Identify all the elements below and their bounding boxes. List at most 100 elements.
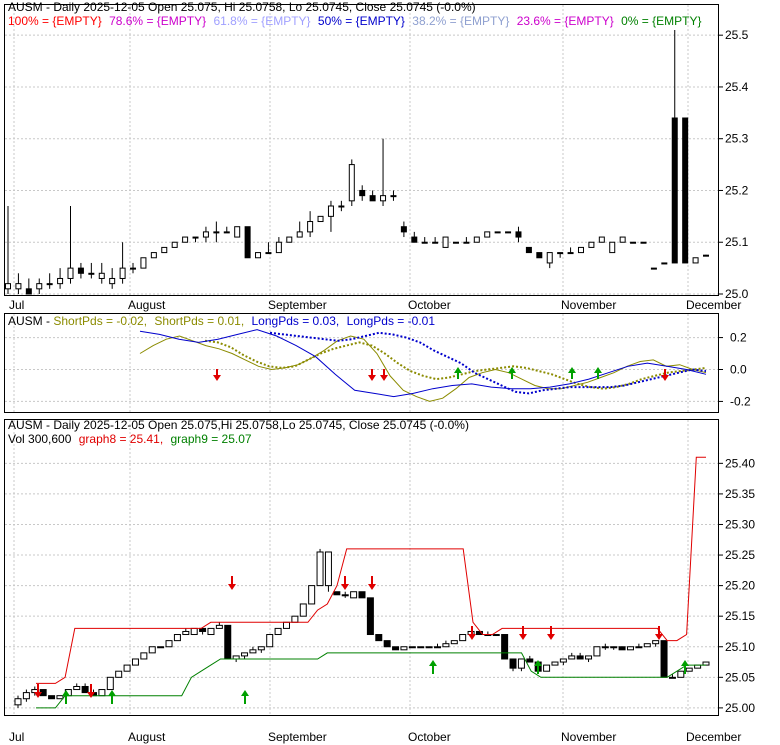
candle-body [25, 288, 32, 295]
candle-body [213, 231, 220, 234]
osc-line-shortpds [139, 335, 707, 402]
candle-body [546, 252, 553, 264]
candle-body [668, 676, 676, 679]
down-arrow-icon [213, 369, 221, 381]
lower-y-tick-label: 25.20 [725, 579, 755, 593]
candle-body [296, 231, 303, 238]
candle-body [131, 658, 139, 666]
price-panel-header: AUSM - Daily 2025-12-05 Open 25.075, Hi … [8, 0, 476, 14]
candle-body [509, 658, 517, 669]
candle-body [682, 117, 689, 264]
graph9-text: graph9 = 25.07 [171, 432, 252, 446]
candle-body [317, 215, 324, 223]
candle-body [661, 262, 668, 265]
x-tick-label: August [128, 730, 166, 744]
lower-y-tick-label: 25.15 [725, 609, 755, 623]
osc-line-longpds [269, 331, 707, 395]
lower-panel-legend: Vol 300,600 graph8 = 25.41, graph9 = 25.… [8, 432, 252, 446]
candle-body [671, 117, 678, 264]
candle-body [392, 646, 400, 651]
candle-body [73, 685, 81, 691]
candle-body [22, 692, 30, 700]
candle-body [593, 646, 601, 657]
candle-body [517, 658, 525, 669]
candle-body [501, 634, 509, 660]
down-arrow-icon [368, 576, 376, 590]
candle-body [650, 267, 657, 270]
candle-body [244, 226, 251, 259]
osc-lines [139, 329, 707, 402]
up-arrow-icon [429, 660, 437, 674]
candle-body [98, 272, 105, 279]
osc-item-shortpds-2: ShortPds = 0.01, [154, 314, 244, 328]
x-tick-label: October [408, 298, 451, 312]
fib-786: 78.6% = {EMPTY} [109, 14, 206, 28]
candle-body [408, 646, 416, 649]
x-tick-label: September [268, 298, 327, 312]
lower-y-tick-label: 25.35 [725, 487, 755, 501]
candle-body [15, 283, 22, 290]
candle-body [98, 689, 106, 697]
candle-body [88, 272, 95, 275]
candle-body [199, 627, 207, 632]
osc-item-shortpds-1: ShortPds = -0.02, [53, 314, 147, 328]
graph9-line [36, 652, 706, 709]
candle-body [421, 241, 428, 244]
candle-body [67, 267, 74, 279]
candle-body [626, 646, 634, 651]
price-y-tick-label: 25.3 [725, 132, 749, 146]
candle-body [598, 236, 605, 243]
candle-body [442, 643, 450, 648]
candle-body [525, 246, 532, 254]
price-candles [5, 30, 709, 295]
price-panel-frame [4, 4, 719, 296]
down-arrow-icon [341, 576, 349, 590]
candle-body [190, 627, 198, 636]
candle-body [182, 236, 189, 243]
up-arrow-icon [534, 660, 542, 674]
candle-body [165, 640, 173, 648]
price-y-tick-label: 25.2 [725, 183, 749, 197]
candle-body [106, 676, 114, 691]
osc-panel-frame [4, 313, 719, 413]
price-y-tick-label: 25.4 [725, 80, 749, 94]
down-arrow-icon [519, 626, 527, 640]
candle-body [585, 655, 593, 660]
lower-candles [14, 456, 710, 709]
up-arrow-icon [568, 367, 576, 379]
candle-body [275, 241, 282, 254]
candle-body [383, 640, 391, 648]
candle-body [130, 267, 137, 270]
graph8-line [36, 456, 706, 684]
candle-body [425, 646, 433, 649]
osc-item-longpds-1: LongPds = 0.03, [252, 314, 340, 328]
candle-body [459, 634, 467, 642]
candle-body [609, 241, 616, 254]
candle-body [77, 267, 84, 274]
up-arrow-icon [62, 690, 70, 704]
candle-body [224, 624, 232, 660]
up-arrow-icon [454, 367, 462, 379]
down-arrow-icon [661, 369, 669, 381]
lower-panel-header: AUSM - Daily 2025-12-05 Open 25.075,Hi 2… [8, 418, 469, 432]
candle-body [249, 649, 257, 654]
candle-body [182, 630, 190, 636]
candle-body [526, 658, 534, 663]
x-tick-label: September [268, 730, 327, 744]
candle-body [57, 277, 64, 285]
candle-body [359, 189, 366, 197]
candle-body [576, 655, 584, 660]
candle-body [492, 634, 500, 637]
candle-body [559, 658, 567, 663]
candle-body [434, 646, 442, 649]
price-y-tick-label: 25.0 [725, 287, 749, 301]
candle-body [119, 267, 126, 279]
candle-body [299, 603, 307, 617]
candle-body [551, 661, 559, 666]
candle-body [286, 236, 293, 243]
candle-body [36, 283, 43, 290]
price-y-tick-label: 25.1 [725, 235, 749, 249]
up-arrow-icon [594, 367, 602, 379]
candle-body [56, 695, 64, 700]
candle-body [350, 591, 358, 599]
